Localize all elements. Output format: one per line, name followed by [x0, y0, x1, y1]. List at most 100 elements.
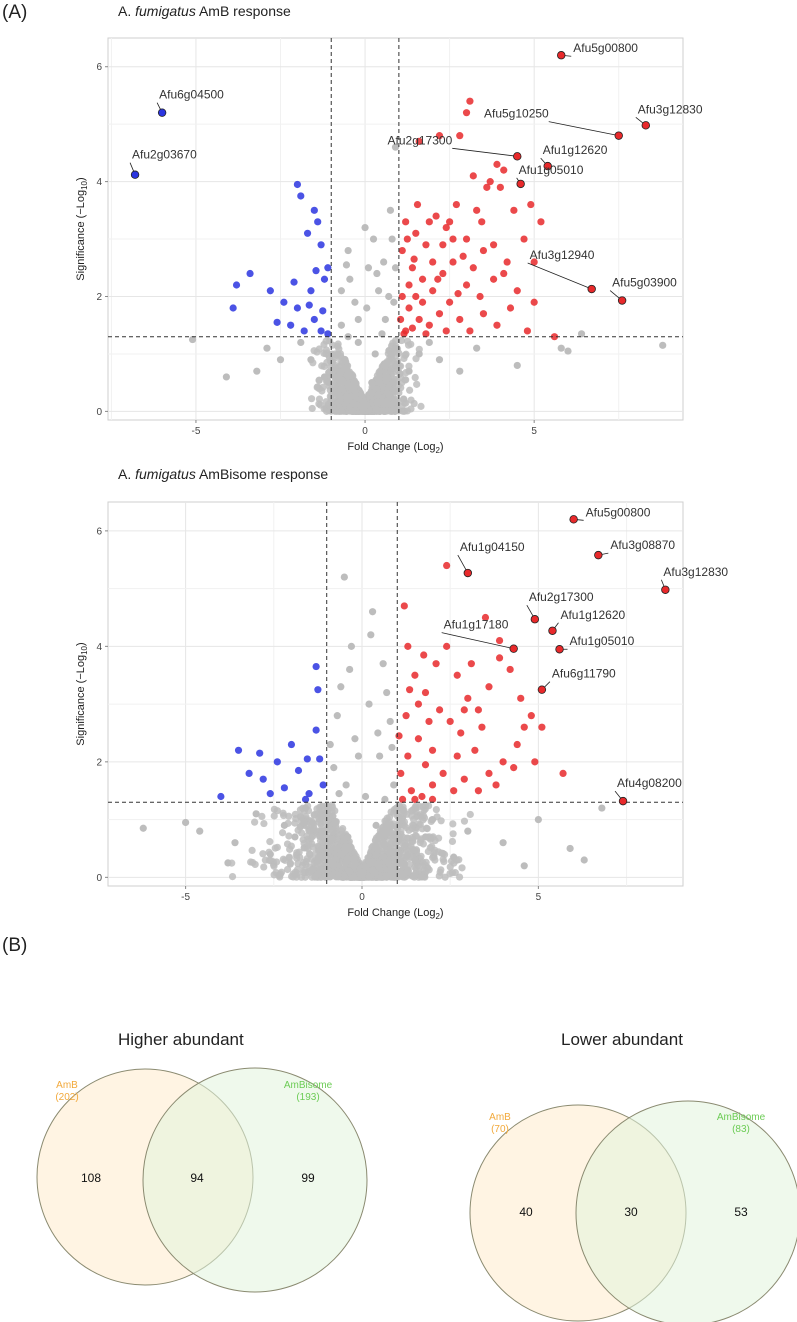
amb-point-down: [246, 269, 254, 278]
ambisome-point-up: [495, 636, 504, 645]
ambisome-point-ns: [424, 847, 432, 856]
amb-point-ns: [415, 350, 423, 358]
ambisome-point-up: [453, 671, 461, 679]
amb-volcano-plot: -5 0 5 0 2 4 6 Fold Change (Log2) Significance (…: [75, 37, 703, 455]
ambisome-point-ns: [347, 843, 355, 851]
ambisome-point-ns: [266, 850, 274, 858]
amb-point-down: [273, 318, 281, 326]
amb-point-up: [456, 132, 464, 140]
ambisome-point-up: [400, 602, 408, 610]
ambisome-point-ns: [416, 838, 424, 847]
amb-point-ns: [378, 330, 386, 338]
ambisome-point-ns: [329, 835, 337, 843]
ambisome-point-ns: [379, 853, 388, 861]
ambisome-ytick-label: 0: [96, 873, 102, 884]
amb-point-up: [415, 137, 423, 145]
ambisome-point-up: [428, 781, 437, 789]
amb-point-up: [439, 241, 447, 249]
ambisome-point-up: [464, 694, 472, 702]
venn-higher-amb-name: AmB: [56, 1080, 78, 1091]
ambisome-point-down: [245, 769, 253, 777]
amb-gene-label: Afu3g12940: [530, 248, 595, 262]
amb-ytick-label: 6: [96, 62, 102, 73]
amb-labeled-point: [130, 170, 140, 179]
ambisome-point-ns: [139, 824, 147, 832]
ambisome-point-ns: [266, 838, 274, 846]
ambisome-point-ns: [251, 860, 259, 869]
venn-lower-both: 30: [624, 1205, 638, 1219]
amb-point-ns: [405, 386, 414, 394]
venn-higher: AmB (202) AmBisome (193) 108 94 99: [36, 1067, 368, 1293]
ambisome-point-up: [398, 795, 407, 803]
venn-higher-amb-only: 108: [81, 1171, 101, 1185]
ambisome-labeled-point: [463, 568, 473, 578]
ambisome-point-ns: [275, 872, 283, 880]
amb-point-ns: [323, 358, 331, 367]
amb-point-up: [466, 97, 474, 105]
amb-gene-label: Afu5g03900: [612, 276, 677, 290]
ambisome-point-up: [432, 660, 440, 668]
ambisome-point-ns: [344, 833, 352, 841]
amb-ytick-label: 2: [96, 292, 102, 303]
amb-point-ns: [276, 356, 285, 364]
ambisome-point-up: [474, 706, 482, 714]
amb-labeled-point: [614, 131, 623, 140]
ambisome-point-ns: [432, 805, 440, 814]
amb-point-down: [319, 307, 327, 315]
amb-point-ns: [388, 235, 396, 243]
ambisome-point-up: [517, 694, 525, 702]
amb-point-up: [408, 324, 417, 332]
amb-x-axis-title: Fold Change (Log2): [347, 441, 443, 455]
ambisome-point-ns: [385, 818, 394, 826]
ambisome-point-ns: [403, 852, 411, 860]
ambisome-point-ns: [386, 717, 394, 726]
amb-point-ns: [357, 391, 365, 400]
amb-point-ns: [337, 384, 346, 393]
ambisome-point-ns: [369, 858, 377, 866]
ambisome-point-ns: [376, 827, 384, 835]
ambisome-point-ns: [383, 688, 391, 697]
ambisome-point-ns: [329, 812, 337, 820]
ambisome-points: [139, 561, 606, 881]
amb-point-ns: [315, 395, 324, 403]
ambisome-point-ns: [399, 862, 407, 870]
ambisome-point-ns: [322, 840, 330, 848]
ambisome-labeled-point: [661, 585, 670, 594]
ambisome-point-up: [474, 787, 482, 795]
amb-point-ns: [330, 406, 339, 414]
ambisome-plot-title: A. fumigatus AmBisome response: [118, 466, 329, 482]
venn-lower-amb-only: 40: [519, 1205, 533, 1219]
ambisome-point-ns: [346, 665, 354, 674]
ambisome-point-ns: [367, 631, 375, 639]
amb-point-down: [310, 206, 318, 214]
amb-label-leader: [527, 262, 592, 290]
ambisome-point-up: [520, 723, 528, 731]
ambisome-point-up: [457, 729, 465, 737]
ambisome-gene-label: Afu1g17180: [444, 618, 509, 632]
amb-point-up: [435, 132, 444, 140]
ambisome-point-ns: [336, 850, 345, 858]
amb-point-ns: [358, 402, 366, 410]
ambisome-point-ns: [329, 858, 337, 866]
amb-point-ns: [308, 404, 316, 413]
amb-point-up: [527, 200, 535, 209]
ambisome-point-ns: [450, 853, 458, 861]
venn-higher-both: 94: [190, 1171, 204, 1185]
ambisome-x-axis-title: Fold Change (Log2): [347, 907, 443, 921]
amb-point-ns: [374, 287, 383, 295]
amb-gene-label: Afu5g10250: [484, 107, 549, 121]
amb-point-ns: [316, 401, 325, 409]
ambisome-point-down: [256, 749, 264, 757]
amb-point-up: [454, 290, 462, 298]
ambisome-point-up: [506, 665, 514, 674]
higher-abundant-title: Higher abundant: [118, 1030, 244, 1049]
ambisome-point-ns: [291, 833, 299, 841]
ambisome-point-up: [418, 792, 426, 801]
amb-point-up: [506, 304, 515, 312]
ambisome-point-ns: [310, 811, 318, 819]
ambisome-point-ns: [434, 834, 443, 842]
amb-point-up: [446, 218, 454, 226]
ambisome-point-ns: [248, 846, 256, 854]
ambisome-point-up: [443, 642, 451, 650]
